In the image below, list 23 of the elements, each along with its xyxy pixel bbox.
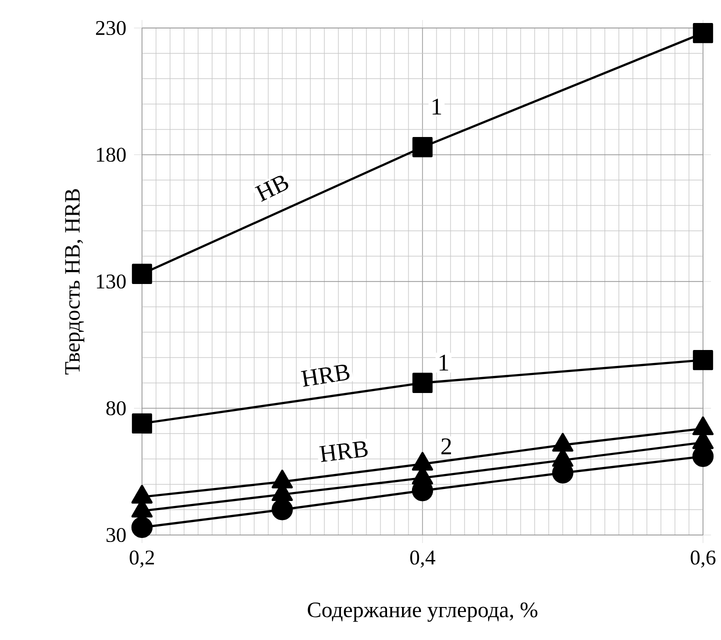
y-tick-label: 230 (96, 20, 126, 36)
x-axis-title: Содержание углерода, % (308, 602, 538, 622)
point (552, 432, 574, 452)
x-tick-label: 0,6 (690, 550, 716, 568)
annotation: 1 (440, 354, 448, 371)
y-axis-title: Твердость HB, HRB (65, 189, 84, 375)
point (132, 264, 152, 284)
annotation: 2 (441, 438, 452, 454)
x-tick-label: 0,2 (130, 550, 154, 568)
annotation: HRB (300, 364, 350, 387)
point (692, 22, 714, 44)
y-tick-label: 130 (96, 274, 126, 289)
annotation: HB (254, 176, 288, 202)
annotation: HRB (319, 441, 368, 462)
point (412, 137, 433, 158)
point (692, 416, 714, 436)
point (412, 452, 434, 471)
y-tick-label: 30 (106, 528, 126, 542)
y-tick-label: 80 (106, 401, 126, 416)
y-tick-label: 180 (96, 148, 126, 162)
x-tick-label: 0,4 (410, 550, 436, 568)
annotation: 1 (432, 98, 442, 114)
point (131, 484, 153, 504)
